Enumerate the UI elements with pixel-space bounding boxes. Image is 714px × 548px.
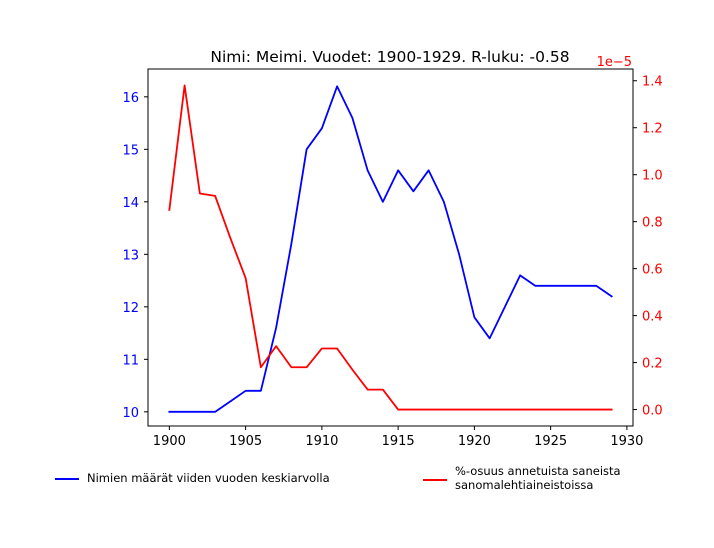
plot-frame	[147, 68, 634, 427]
series-line-red	[168, 84, 613, 411]
left-y-tick-label: 14	[122, 196, 139, 211]
right-y-tick-label: 1.4	[642, 75, 663, 90]
left-y-tick-label: 13	[122, 248, 139, 263]
x-tick-label: 1900	[153, 434, 186, 449]
legend-item-red: %-osuus annetuista saneista sanomalehtia…	[423, 464, 621, 492]
x-tick-label: 1920	[458, 434, 491, 449]
legend-label-blue: Nimien määrät viiden vuoden keskiarvolla	[87, 471, 330, 485]
legend-label-red: %-osuus annetuista saneista sanomalehtia…	[455, 464, 621, 492]
chart-title: Nimi: Meimi. Vuodet: 1900-1929. R-luku: …	[210, 48, 569, 66]
x-tick-label: 1930	[610, 434, 643, 449]
x-tick-label: 1925	[534, 434, 567, 449]
series-line-blue	[168, 85, 613, 413]
left-y-tick-label: 12	[122, 301, 139, 316]
left-y-tick-label: 11	[122, 353, 139, 368]
legend-swatch-blue	[55, 478, 79, 480]
legend-item-blue: Nimien määrät viiden vuoden keskiarvolla	[55, 471, 330, 485]
x-tick-label: 1910	[305, 434, 338, 449]
x-tick-label: 1915	[382, 434, 415, 449]
left-y-tick-label: 16	[122, 91, 139, 106]
right-y-tick-label: 0.6	[642, 263, 663, 278]
right-y-tick-label: 0.2	[642, 357, 663, 372]
x-tick-label: 1905	[229, 434, 262, 449]
right-y-tick-label: 0.8	[642, 216, 663, 231]
legend-swatch-red	[423, 479, 447, 481]
right-y-tick-label: 1.2	[642, 122, 663, 137]
right-axis-offset-label: 1e−5	[597, 55, 632, 70]
right-y-tick-label: 0.4	[642, 310, 663, 325]
left-y-tick-label: 10	[122, 406, 139, 421]
left-y-tick-label: 15	[122, 143, 139, 158]
right-y-tick-label: 0.0	[642, 404, 663, 419]
right-y-tick-label: 1.0	[642, 169, 663, 184]
